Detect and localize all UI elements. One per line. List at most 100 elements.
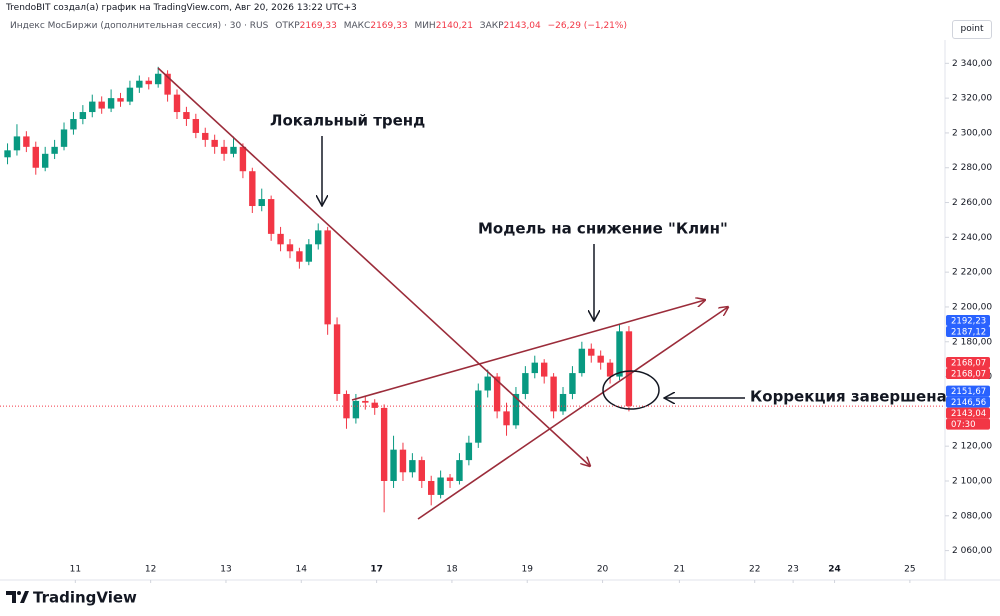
y-tick-label: 2 340,00 (952, 59, 992, 69)
x-tick-label: 22 (749, 565, 760, 575)
candle-body (625, 331, 633, 407)
price-badge (946, 396, 990, 408)
candle-body (606, 362, 614, 377)
annotation: Коррекция завершена (750, 388, 947, 406)
pointers (322, 136, 745, 410)
ohlc-value: 2169,33 (299, 21, 337, 31)
candle-body (352, 400, 360, 419)
price-badge-label: 2168,07 (951, 359, 986, 369)
candle-body (437, 477, 444, 495)
candle-body (32, 146, 39, 168)
candle-body (540, 362, 548, 377)
logo-mark (20, 591, 29, 603)
price-badge (946, 385, 990, 397)
candle-body (202, 132, 209, 140)
price-badge-label: 2143,04 (951, 409, 986, 419)
symbol-line: Индекс МосБиржи (дополнительная сессия) … (10, 21, 627, 31)
price-badge (946, 325, 990, 337)
logo-mark (17, 591, 21, 595)
ohlc-label: ЗАКР (479, 21, 504, 31)
drawings (157, 67, 728, 520)
candle-body (41, 153, 49, 168)
change: −26,29 (−1,21%) (547, 21, 627, 31)
logo-mark (6, 591, 16, 603)
candle-body (588, 348, 595, 356)
candle-body (362, 400, 369, 403)
candle-body (23, 136, 30, 147)
x-tick-label: 21 (674, 565, 685, 575)
price-badge (946, 407, 990, 419)
price-badge (946, 357, 990, 369)
candle-body (569, 373, 576, 394)
ohlc-label: МИН (414, 21, 436, 31)
candle-body (446, 477, 454, 481)
point-button[interactable]: point (952, 20, 992, 39)
brand-name: TradingView (33, 589, 137, 607)
candle-body (79, 112, 87, 120)
candles (4, 66, 633, 513)
candle-body (117, 98, 124, 102)
candle-body (493, 376, 501, 412)
ohlc-value: 2143,04 (503, 21, 541, 31)
y-tick-label: 2 200,00 (952, 302, 992, 312)
y-tick-label: 2 240,00 (952, 233, 992, 243)
candle-body (333, 324, 341, 394)
candle-body (522, 373, 529, 394)
x-tick-label: 25 (904, 565, 915, 575)
x-tick-label: 18 (446, 565, 458, 575)
highlight-ellipse (602, 370, 660, 410)
candle-body (512, 393, 520, 426)
y-tick-label: 2 120,00 (952, 442, 992, 452)
candle-body (465, 442, 473, 461)
candle-body (305, 244, 313, 262)
candle-body (399, 449, 407, 473)
price-badge (946, 314, 990, 326)
candle-body (475, 390, 482, 443)
y-tick-label: 2 160,00 (952, 372, 992, 382)
candle-body (211, 139, 218, 147)
wedge-upper (351, 300, 705, 401)
wedge-lower (417, 307, 728, 520)
y-tick-label: 2 060,00 (952, 546, 992, 556)
candle-body (249, 171, 256, 207)
x-tick-label: 19 (522, 565, 534, 575)
candle-body (145, 80, 152, 85)
price-badge-label: 2146,56 (951, 398, 986, 408)
ohlc-label: МАКС (343, 21, 371, 31)
y-tick-label: 2 220,00 (952, 268, 992, 278)
y-tick-label: 2 300,00 (952, 128, 992, 138)
x-tick-label: 14 (296, 565, 308, 575)
candle-body (418, 460, 425, 481)
candle-body (239, 146, 247, 172)
candle-body (89, 101, 96, 113)
candle-body (220, 146, 228, 154)
candle-body (70, 119, 77, 130)
y-tick-label: 2 280,00 (952, 163, 992, 173)
candle-body (173, 94, 181, 113)
candle-body (578, 348, 586, 374)
countdown-badge (946, 418, 990, 430)
annotation: Локальный тренд (270, 112, 425, 130)
candle-body (616, 331, 623, 377)
annotation: Модель на снижение "Клин" (478, 220, 728, 238)
candle-body (409, 460, 416, 473)
candle-body (428, 480, 435, 495)
price-badge-label: 2192,23 (951, 316, 986, 326)
candle-body (550, 376, 557, 412)
candle-body (456, 460, 463, 481)
trend-line (157, 67, 590, 466)
x-tick-label: 12 (145, 565, 156, 575)
price-badge-label: 2187,12 (951, 327, 986, 337)
candle-body (286, 244, 294, 252)
candle-body (277, 233, 284, 245)
candle-body (183, 112, 190, 120)
brand-logo (6, 591, 29, 603)
candle-body (267, 199, 275, 234)
x-tick-label: 24 (828, 565, 841, 575)
price-badge (946, 368, 990, 380)
x-tick-label: 20 (597, 565, 609, 575)
candle-body (559, 393, 567, 412)
y-tick-label: 2 260,00 (952, 198, 992, 208)
y-tick-label: 2 100,00 (952, 476, 992, 486)
